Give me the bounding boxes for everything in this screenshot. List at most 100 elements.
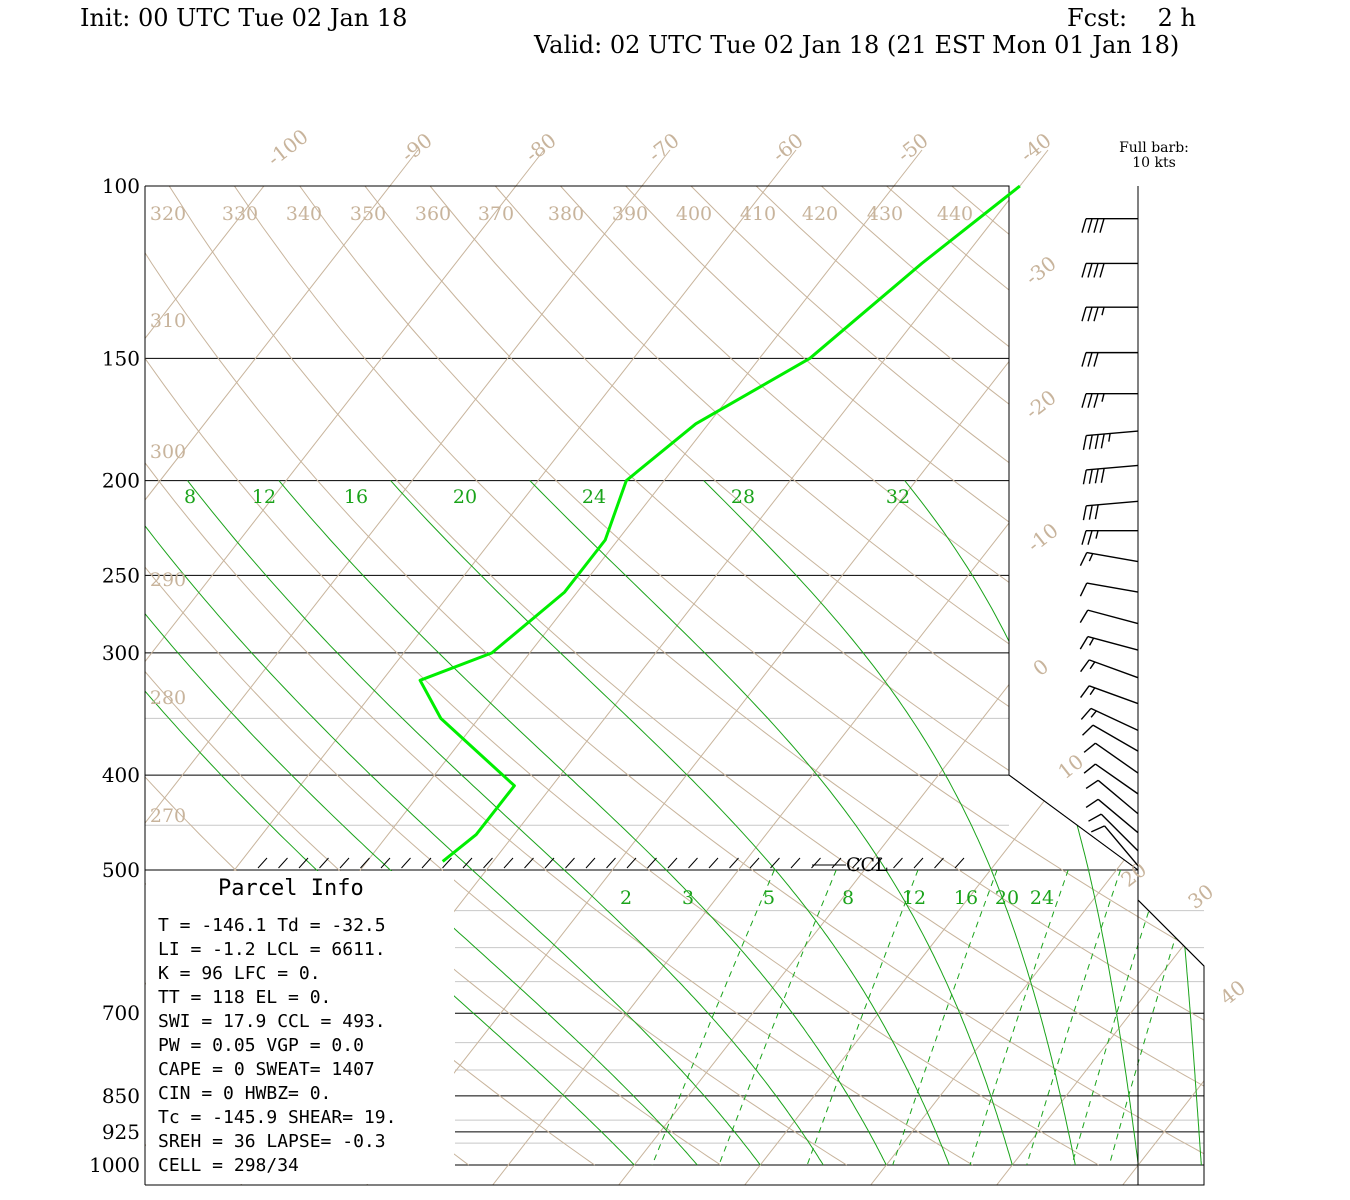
mixing-ratio-label: 20: [995, 887, 1019, 909]
dry-adiabat: [1081, 186, 1204, 1166]
moist-adiabat: [529, 480, 1013, 1166]
wind-barb: [1081, 392, 1138, 408]
dry-adiabat-label: 410: [740, 203, 776, 225]
dry-adiabat-label: 430: [867, 203, 903, 225]
wind-barb: [1082, 464, 1139, 485]
hatch-mark: [934, 857, 944, 869]
barb-half-flag: [1088, 637, 1095, 646]
hatch-mark: [278, 857, 288, 869]
wind-barb: [1082, 500, 1139, 521]
mixing-ratio-label: 8: [842, 887, 854, 909]
barb-flag: [1082, 435, 1087, 451]
isotherm: [1249, 186, 1350, 1185]
hatch-mark: [708, 857, 719, 869]
barb-flag: [1087, 530, 1093, 545]
dry-adiabat-label: 400: [676, 203, 712, 225]
barb-staff: [1086, 500, 1139, 507]
barb-flag: [1081, 218, 1087, 233]
barb-staff: [1087, 609, 1139, 625]
hatch-mark: [606, 857, 616, 869]
hatch-mark: [770, 857, 780, 869]
hatch-mark: [852, 857, 862, 869]
dry-adiabat: [233, 186, 1204, 1166]
hatch-mark: [954, 857, 965, 869]
dry-adiabat-label: 370: [478, 203, 514, 225]
barb-half-flag: [1095, 530, 1099, 539]
barb-staff: [1097, 779, 1139, 815]
dry-adiabat-label: 380: [548, 203, 584, 225]
hatch-mark: [790, 857, 801, 869]
parcel-info-row: SWI = 17.9 CCL = 493.: [158, 1011, 386, 1032]
hatch-mark: [401, 857, 411, 869]
mixing-ratio-line: [806, 869, 919, 1166]
barb-flag: [1081, 307, 1087, 322]
pressure-tick-label: 300: [102, 641, 140, 665]
hatch-mark: [524, 857, 534, 869]
barb-flag: [1080, 707, 1092, 720]
temperature-profile: [418, 184, 1021, 863]
wind-barb: [1088, 813, 1139, 852]
parcel-info-row: CIN = 0 HWBZ= 0.: [158, 1083, 331, 1104]
wind-barb: [1080, 685, 1139, 705]
isotherm-label: 0: [1028, 654, 1053, 681]
wind-barb: [1081, 529, 1138, 545]
moist-adiabat: [145, 480, 698, 1166]
dry-adiabat: [560, 186, 1204, 1166]
barb-flag: [1083, 763, 1096, 774]
hatch-mark: [421, 857, 432, 869]
hatch-mark: [360, 857, 370, 869]
moist-adiabat: [904, 480, 1139, 1166]
frame-diagonal-upper: [1008, 774, 1139, 871]
barb-staff: [1092, 724, 1139, 752]
dry-adiabat: [886, 186, 1204, 1166]
barb-flag: [1083, 742, 1096, 753]
isotherm-tops: [389, 149, 1049, 187]
parcel-info-row: CAPE = 0 SWEAT= 1407: [158, 1059, 375, 1080]
isotherm-label: -90: [397, 128, 437, 167]
barb-staff: [1095, 742, 1139, 774]
init-time: Init: 00 UTC Tue 02 Jan 18: [80, 4, 408, 32]
isotherm-label: -50: [893, 128, 933, 167]
hatch-mark: [913, 857, 924, 869]
moist-adiabat-label: 24: [582, 486, 606, 508]
wind-barb: [1079, 635, 1139, 651]
hatch-mark: [380, 857, 391, 869]
barb-staff: [1100, 813, 1139, 852]
mixing-ratio-label: 12: [902, 887, 926, 909]
dry-adiabat: [429, 186, 1204, 1166]
moist-adiabat: [145, 480, 761, 1166]
dry-adiabat-label: 350: [350, 203, 386, 225]
dry-adiabat: [145, 186, 973, 1166]
hatch-mark: [729, 857, 739, 869]
hatch-mark: [503, 857, 514, 869]
barb-flag: [1087, 218, 1093, 233]
dry-adiabat-label: 390: [612, 203, 648, 225]
moist-adiabat: [1091, 480, 1202, 1166]
hatch-mark: [749, 857, 760, 869]
moist-adiabat-label: 32: [886, 486, 910, 508]
dry-adiabat-label: 310: [150, 310, 186, 332]
isotherm: [870, 186, 1204, 1185]
barb-flag: [1079, 582, 1088, 597]
barb-staff: [1090, 707, 1139, 732]
barb-legend-line2: 10 kts: [1132, 155, 1176, 171]
parcel-info-row: TT = 118 EL = 0.: [158, 987, 331, 1008]
barb-flag: [1082, 724, 1094, 736]
mixing-ratio-label: 3: [682, 887, 694, 909]
isotherm-label: -70: [644, 128, 684, 167]
wind-barb: [1085, 798, 1139, 834]
dry-adiabat: [494, 186, 1204, 1166]
frame-diagonal-lower: [1137, 899, 1205, 967]
hatch-mark: [831, 857, 842, 869]
wind-barb: [1085, 779, 1139, 815]
barb-half-flag: [1101, 393, 1105, 402]
barb-flag: [1080, 685, 1090, 699]
dry-adiabat: [145, 186, 1204, 1166]
barb-staff: [1086, 430, 1139, 437]
isotherm: [145, 186, 643, 1185]
barb-flag: [1100, 433, 1105, 449]
barb-flag: [1079, 636, 1089, 650]
isotherm: [366, 186, 1147, 1185]
dry-adiabat: [690, 186, 1204, 1166]
